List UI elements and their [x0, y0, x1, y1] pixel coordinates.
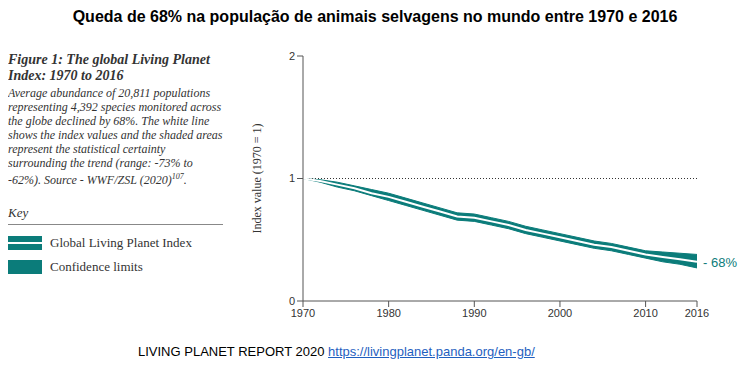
svg-text:2010: 2010: [633, 307, 657, 319]
svg-text:2016: 2016: [685, 307, 709, 319]
svg-text:0: 0: [289, 295, 295, 307]
html-text:Global Living Planet Index: Global Living Planet Index: [50, 235, 192, 250]
html-text:Key: Key: [8, 205, 29, 220]
html-text:Confidence limits: Confidence limits: [50, 259, 143, 274]
html-text:Average abundance of 20,811 po: Average abundance of 20,811 populations …: [8, 86, 223, 187]
svg-text:1980: 1980: [376, 307, 400, 319]
svg-text:Index value (1970 = 1): Index value (1970 = 1): [250, 123, 264, 233]
svg-text:- 68%: - 68%: [703, 255, 737, 270]
html-text:Figure 1: The global Living Pl: Figure 1: The global Living Planet Index…: [8, 52, 210, 83]
svg-text:1990: 1990: [462, 307, 486, 319]
svg-text:1970: 1970: [291, 307, 315, 319]
svg-text:1: 1: [289, 172, 295, 184]
svg-text:2: 2: [289, 50, 295, 62]
svg-text:2000: 2000: [548, 307, 572, 319]
html-text:Queda de 68% na população de a: Queda de 68% na população de animais sel…: [72, 8, 678, 25]
html-text:LIVING PLANET REPORT 2020 http: LIVING PLANET REPORT 2020 https://living…: [138, 344, 535, 359]
